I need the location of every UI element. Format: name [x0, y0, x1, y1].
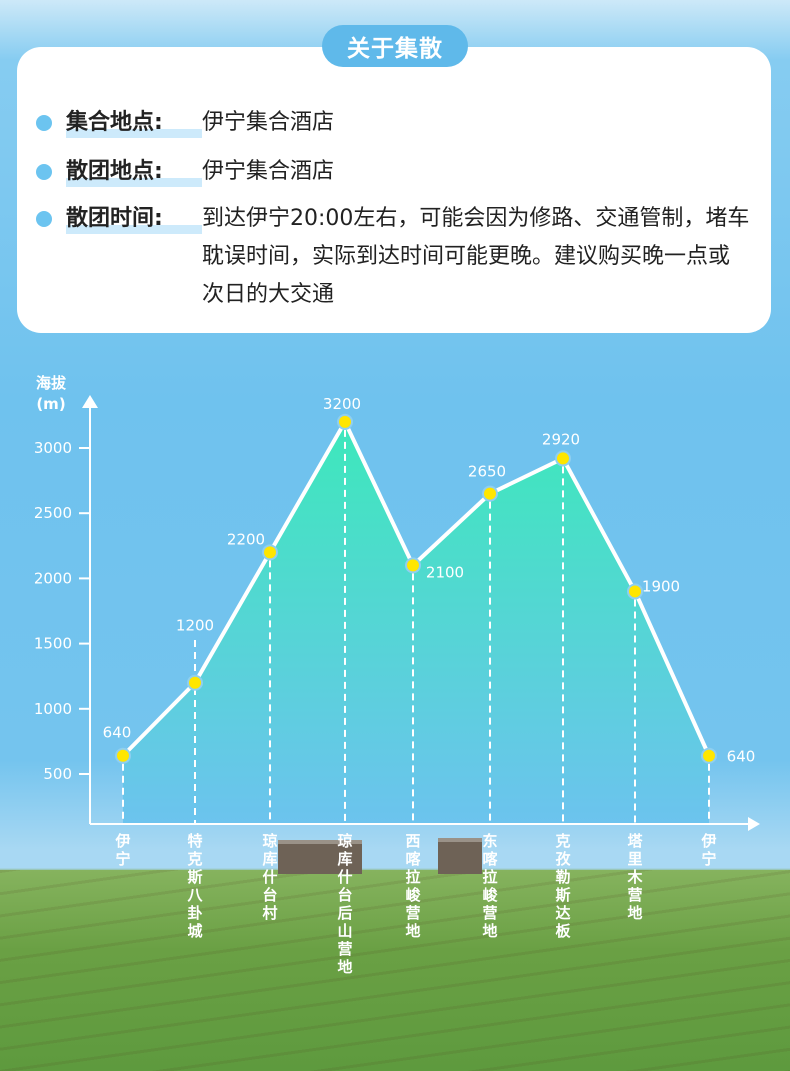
- hut-image: [278, 840, 362, 874]
- y-tick-label: 1000: [34, 700, 72, 718]
- y-tick-label: 3000: [34, 439, 72, 457]
- data-point: [264, 546, 276, 559]
- info-label: 集合地点:: [66, 108, 202, 138]
- x-tick-label: 伊宁: [700, 832, 716, 868]
- y-tick-label: 2500: [34, 504, 72, 522]
- bullet-icon: [36, 115, 52, 131]
- info-label: 散团地点:: [66, 157, 202, 187]
- x-axis-arrow-icon: [748, 817, 760, 831]
- y-tick-label: 2000: [34, 569, 72, 587]
- data-label: 2920: [542, 430, 580, 448]
- data-label: 640: [103, 724, 132, 742]
- x-tick-label: 琼库什台后山营地: [337, 832, 352, 976]
- info-row-gather-place: 集合地点: 伊宁集合酒店: [36, 104, 750, 142]
- data-point: [557, 452, 569, 465]
- bullet-icon: [36, 211, 52, 227]
- data-label: 2200: [227, 530, 265, 548]
- data-point: [117, 749, 129, 762]
- x-tick-label: 西喀拉峻营地: [405, 832, 421, 940]
- data-label: 2650: [468, 463, 506, 481]
- info-value: 伊宁集合酒店: [202, 110, 335, 135]
- section-title: 关于集散: [322, 25, 468, 67]
- info-label: 散团时间:: [66, 204, 202, 234]
- data-label: 3200: [323, 395, 361, 413]
- x-tick-label: 克孜勒斯达板: [555, 832, 571, 940]
- y-axis-label: (m): [36, 395, 65, 413]
- data-point: [339, 415, 351, 428]
- data-point: [703, 749, 715, 762]
- data-point: [629, 585, 641, 598]
- info-row-disband-time: 散团时间: 到达伊宁20:00左右，可能会因为修路、交通管制，堵车耽误时间，实际…: [36, 200, 750, 314]
- x-tick-label: 琼库什台村: [262, 832, 277, 922]
- info-value: 伊宁集合酒店: [202, 159, 335, 184]
- data-label: 1200: [176, 617, 214, 635]
- data-point: [189, 676, 201, 689]
- y-tick-label: 1500: [34, 635, 72, 653]
- data-label: 640: [727, 748, 756, 766]
- x-tick-label: 塔里木营地: [626, 832, 643, 922]
- grassland-background: [0, 870, 790, 1071]
- data-label: 2100: [426, 563, 464, 581]
- info-row-disband-place: 散团地点: 伊宁集合酒店: [36, 153, 750, 191]
- x-tick-label: 伊宁: [114, 832, 130, 868]
- info-value: 到达伊宁20:00左右，可能会因为修路、交通管制，堵车耽误时间，实际到达时间可能…: [202, 206, 750, 307]
- data-point: [407, 559, 419, 572]
- x-tick-label: 东喀拉峻营地: [482, 832, 498, 940]
- y-tick-label: 500: [43, 765, 72, 783]
- hut-image: [438, 838, 482, 874]
- bullet-icon: [36, 164, 52, 180]
- y-axis-label: 海拔: [36, 374, 67, 392]
- info-card: [17, 47, 771, 333]
- y-axis-arrow-icon: [82, 395, 98, 408]
- x-tick-label: 特克斯八卦城: [186, 832, 203, 940]
- data-point: [484, 487, 496, 500]
- data-label: 1900: [642, 577, 680, 595]
